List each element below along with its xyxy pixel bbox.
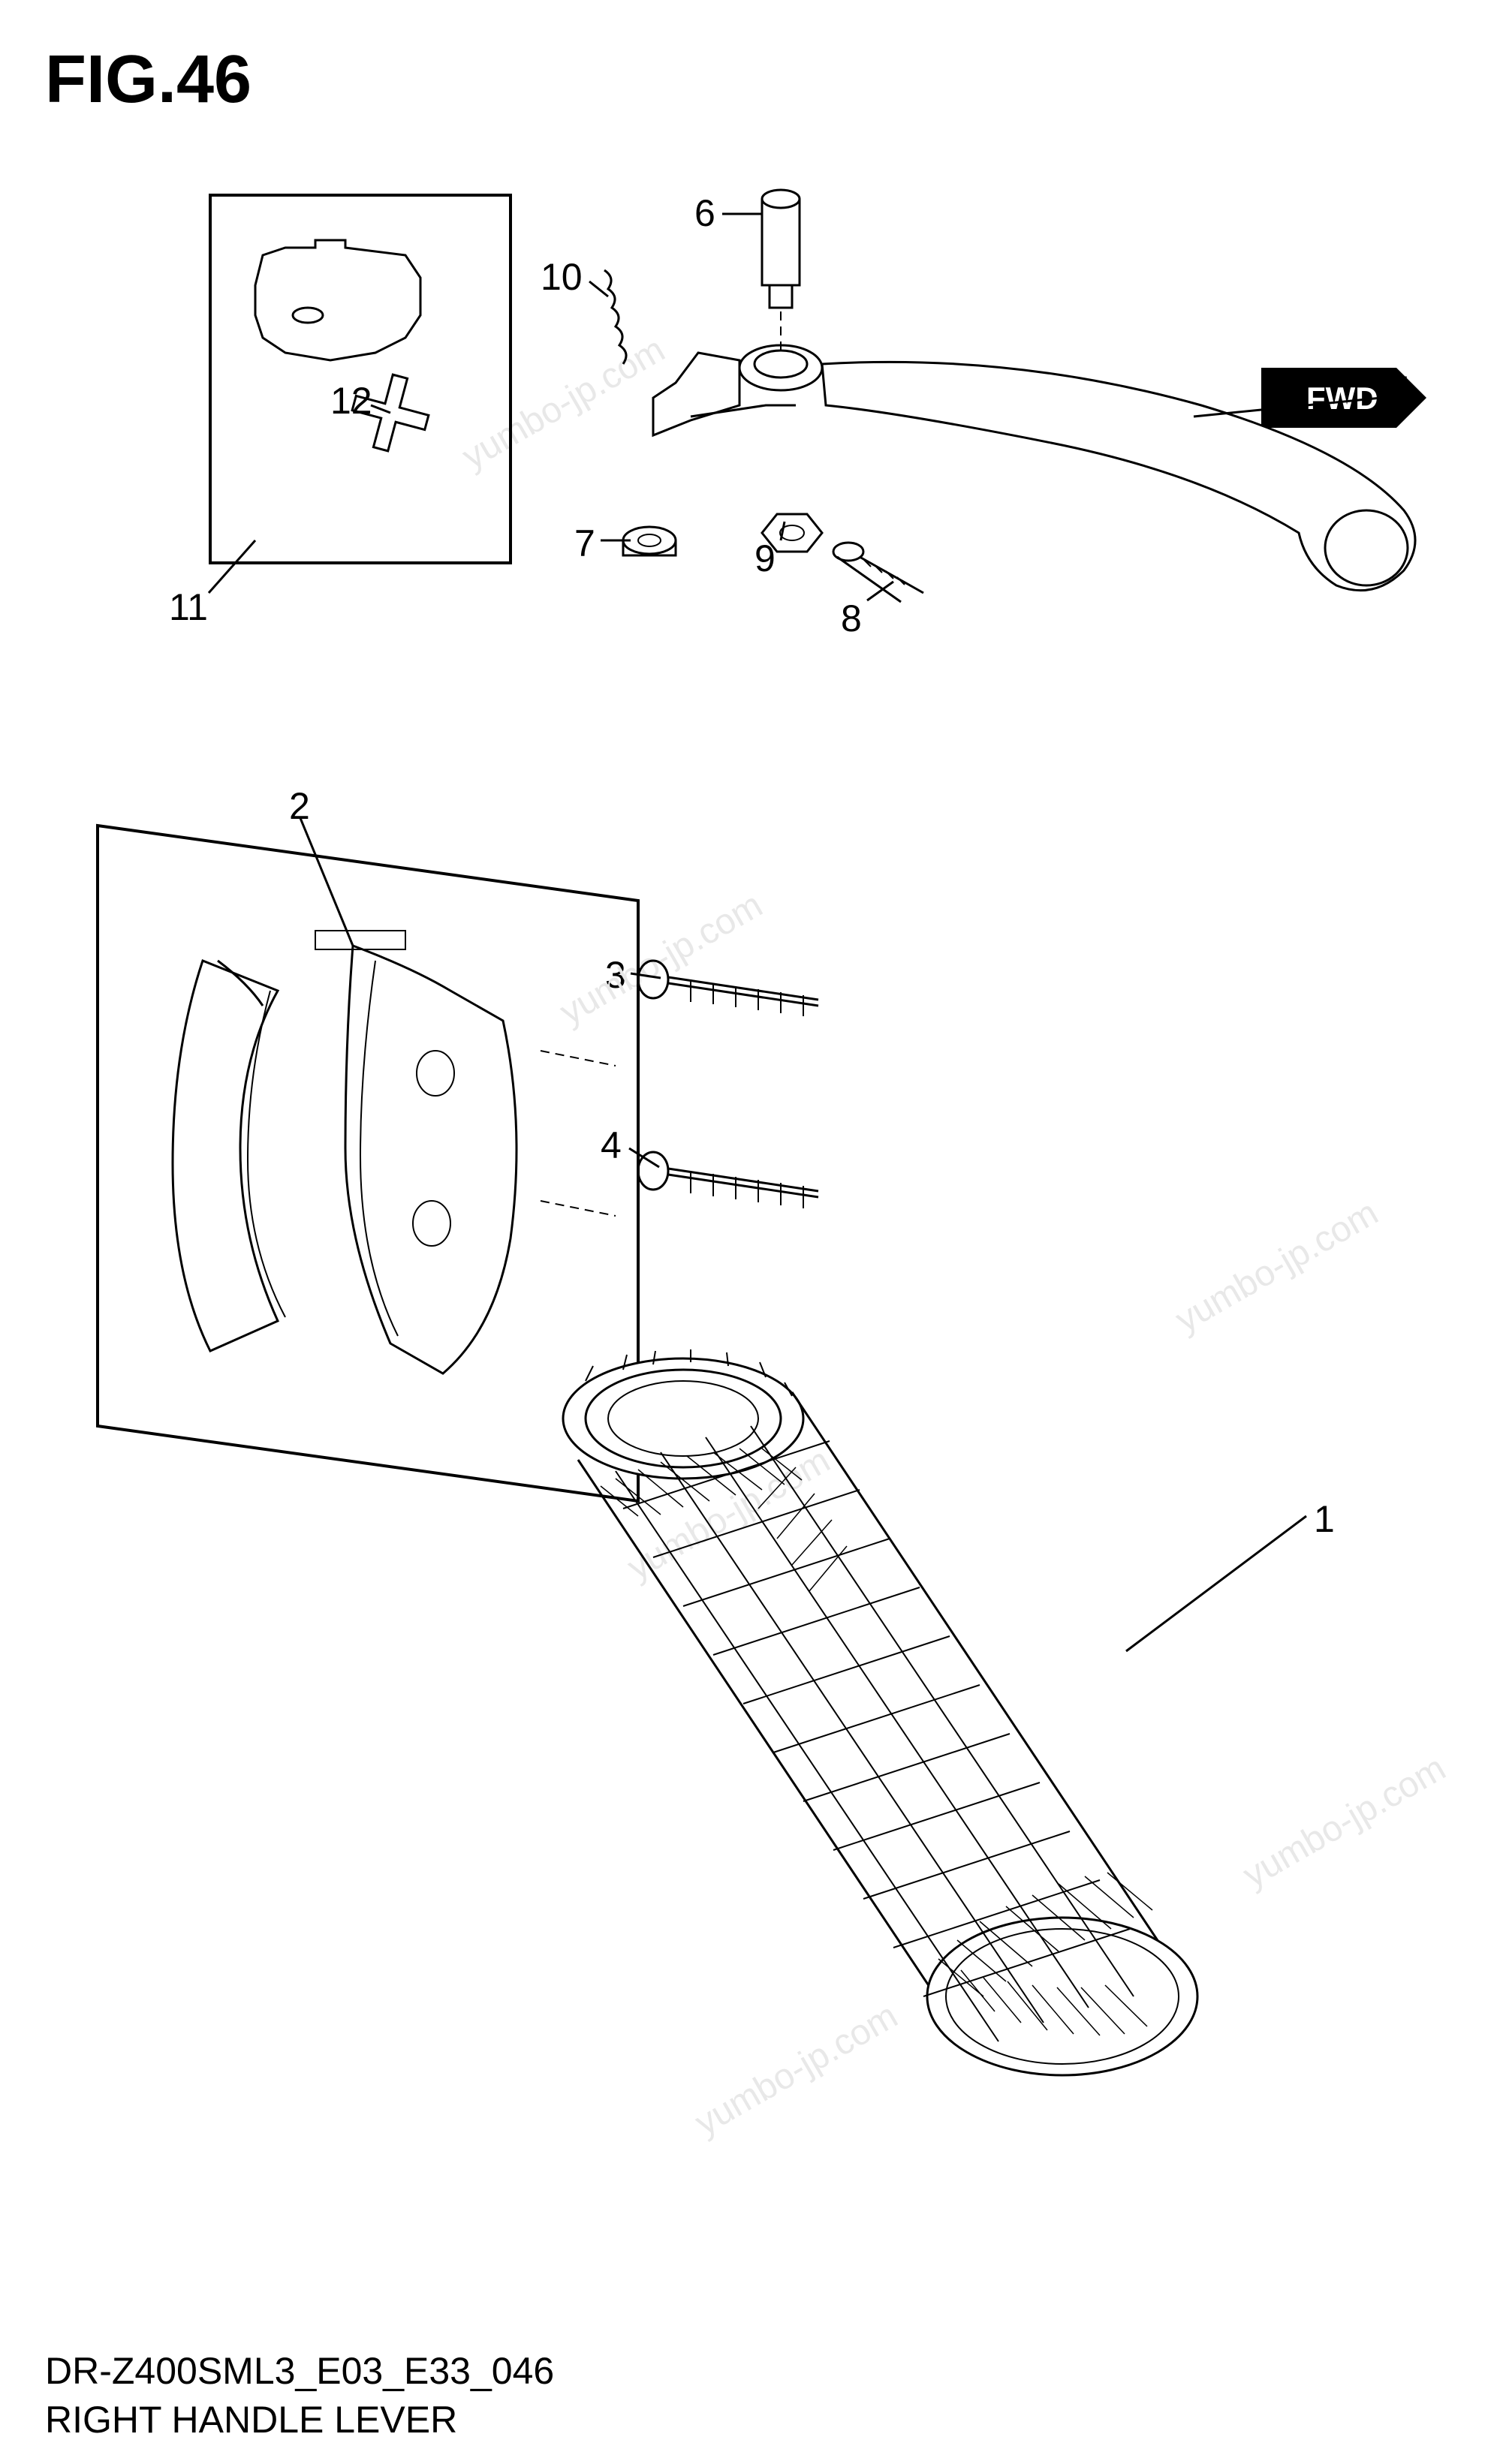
callout-line-11	[209, 540, 255, 593]
callout-line-3	[631, 973, 661, 978]
part-7-nut	[623, 527, 676, 555]
part-6-pin	[762, 190, 800, 308]
part-2-housing-box	[98, 826, 638, 1501]
part-1-grip	[563, 1349, 1197, 2075]
callout-line-1	[1126, 1516, 1306, 1651]
dash-line	[541, 1051, 616, 1066]
callout-line-12	[371, 405, 390, 413]
parts-diagram: FWD	[0, 0, 1503, 2464]
callout-line-8	[867, 582, 893, 600]
callout-line-2	[300, 818, 353, 946]
part-9-hex-nut	[762, 514, 822, 552]
callout-line-10	[589, 281, 608, 296]
fwd-badge: FWD	[1261, 368, 1426, 428]
part-11-switch-box	[210, 195, 511, 563]
part-10-spring	[604, 270, 626, 364]
dash-line	[541, 1201, 616, 1216]
part-4-screw	[638, 1152, 818, 1208]
part-3-screw	[638, 961, 818, 1016]
